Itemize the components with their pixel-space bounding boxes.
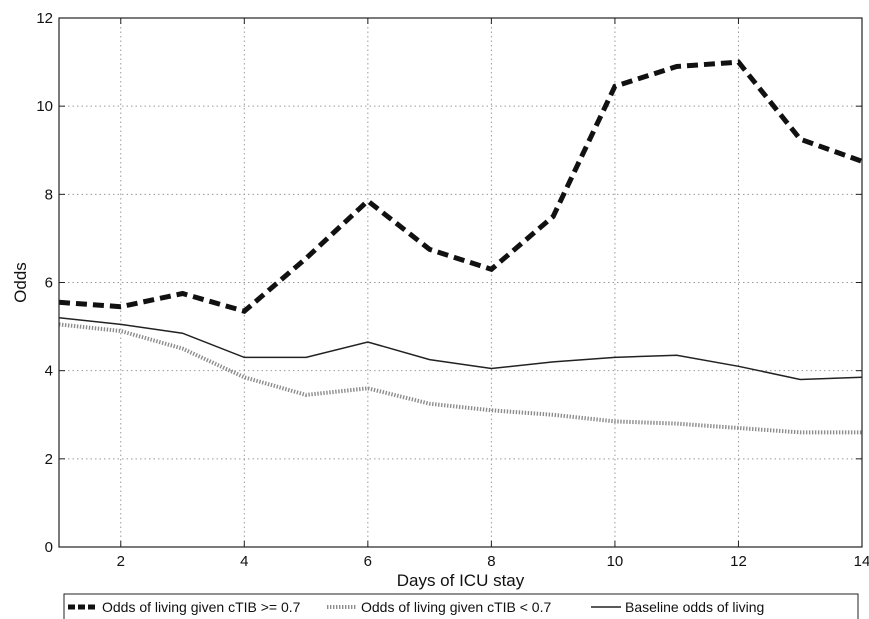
- legend: Odds of living given cTIB >= 0.7 Odds of …: [63, 593, 859, 619]
- series-lines: [58, 59, 863, 435]
- y-tick-label: 2: [45, 451, 53, 468]
- x-tick-label: 6: [364, 553, 372, 570]
- x-tick-label: 8: [487, 553, 495, 570]
- y-tick-label: 8: [45, 186, 53, 203]
- y-tick-label: 10: [36, 98, 53, 115]
- x-tick-label: 12: [730, 553, 747, 570]
- x-tick-label: 14: [854, 553, 869, 570]
- y-tick-label: 4: [45, 363, 53, 380]
- series-line-2: [58, 322, 862, 435]
- legend-label-3: Baseline odds of living: [625, 599, 764, 615]
- y-tick-label: 0: [45, 539, 53, 556]
- x-axis-ticks: 2 4 6 8 10 12 14: [117, 18, 869, 570]
- x-tick-label: 4: [240, 553, 248, 570]
- y-tick-label: 12: [36, 10, 53, 27]
- legend-box: [63, 593, 859, 619]
- y-tick-label: 6: [45, 275, 53, 292]
- series-line-1: [58, 59, 863, 314]
- legend-label-2: Odds of living given cTIB < 0.7: [361, 599, 551, 615]
- legend-label-1: Odds of living given cTIB >= 0.7: [102, 599, 301, 615]
- x-axis-title: Days of ICU stay: [397, 571, 525, 590]
- y-axis-title: Odds: [11, 262, 30, 303]
- y-axis-ticks: 0 2 4 6 8 10 12: [36, 10, 862, 556]
- grid-lines: [59, 18, 862, 547]
- x-tick-label: 10: [607, 553, 624, 570]
- series-line-3: [58, 317, 863, 381]
- x-tick-label: 2: [117, 553, 125, 570]
